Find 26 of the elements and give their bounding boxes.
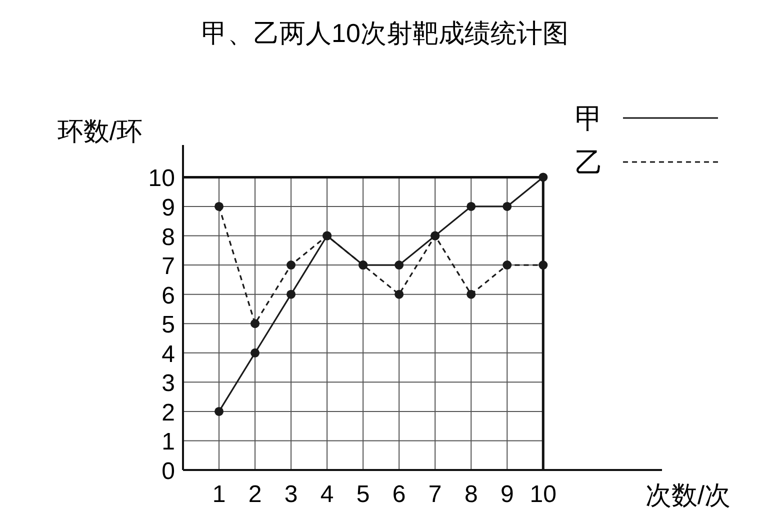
y-tick-label: 1	[162, 428, 175, 456]
x-tick-label: 10	[530, 481, 556, 508]
legend-label: 甲	[575, 103, 603, 134]
x-tick-label: 5	[356, 481, 370, 508]
x-tick-label: 8	[464, 481, 478, 508]
x-tick-label: 7	[428, 481, 442, 508]
y-tick-label: 7	[162, 253, 175, 280]
y-tick-label: 5	[162, 312, 175, 339]
y-axis-title: 环数/环	[57, 116, 143, 146]
y-tick-label: 2	[162, 399, 175, 426]
y-tick-label: 3	[162, 370, 175, 398]
x-tick-label: 6	[392, 481, 406, 508]
y-tick-label: 6	[162, 282, 175, 310]
x-tick-label: 4	[320, 481, 334, 508]
x-tick-label: 9	[500, 481, 514, 508]
x-tick-label: 2	[248, 481, 262, 508]
x-axis-title: 次数/次	[645, 480, 731, 510]
y-tick-label: 0	[162, 458, 175, 485]
y-tick-label: 8	[162, 224, 175, 251]
y-tick-label: 9	[162, 194, 175, 222]
y-tick-label: 4	[162, 340, 175, 368]
chart-title: 甲、乙两人10次射靶成绩统计图	[202, 18, 568, 48]
legend-label: 乙	[575, 147, 603, 178]
x-tick-label: 3	[284, 481, 298, 508]
x-tick-label: 1	[212, 481, 226, 508]
y-tick-label: 10	[148, 165, 175, 192]
